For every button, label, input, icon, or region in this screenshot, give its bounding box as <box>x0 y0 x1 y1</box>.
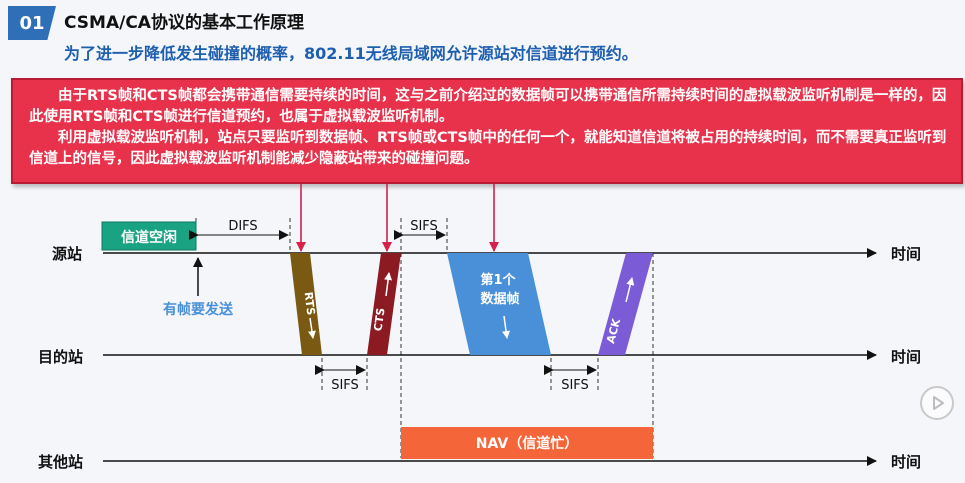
data-direction-arrow <box>502 315 511 339</box>
note-paragraph-1: 由于RTS帧和CTS帧都会携带通信需要持续的时间，这与之前介绍过的数据帧可以携带… <box>29 88 947 125</box>
page-subtitle: 为了进一步降低发生碰撞的概率，802.11无线局域网允许源站对信道进行预约。 <box>64 44 638 63</box>
dest-station-label: 目的站 <box>38 348 83 366</box>
cts-frame-label: CTS <box>371 307 387 332</box>
data-frame-label-line2: 数据帧 <box>480 291 519 307</box>
ack-direction-arrow <box>625 277 635 303</box>
other-time-label: 时间 <box>891 453 921 471</box>
page-title: CSMA/CA协议的基本工作原理 <box>64 13 304 33</box>
frame-to-send-label: 有帧要发送 <box>163 301 234 318</box>
sifs-2-label: SIFS <box>410 219 438 234</box>
rts-frame-label: RTS <box>302 291 318 316</box>
section-number-badge: 01 <box>8 6 56 40</box>
sifs-3-label: SIFS <box>561 378 589 393</box>
source-station-label: 源站 <box>52 245 82 263</box>
data-frame <box>447 253 551 355</box>
dashed-guides <box>195 218 654 458</box>
dest-time-label: 时间 <box>891 348 921 366</box>
note-paragraph-2: 利用虚拟载波监听机制，站点只要监听到数据帧、RTS帧或CTS帧中的任何一个，就能… <box>29 130 947 167</box>
nav-label: NAV（信道忙） <box>476 435 578 452</box>
other-station-label: 其他站 <box>38 453 83 471</box>
channel-idle-label: 信道空闲 <box>121 229 177 246</box>
nav-busy-bar <box>401 427 653 459</box>
ack-frame-label: ACK <box>604 317 623 345</box>
ack-frame <box>598 253 653 355</box>
cts-frame <box>367 253 401 355</box>
sifs-1-label: SIFS <box>331 378 359 393</box>
video-play-button[interactable] <box>920 386 954 420</box>
explanation-note: 由于RTS帧和CTS帧都会携带通信需要持续的时间，这与之前介绍过的数据帧可以携带… <box>11 78 963 184</box>
source-time-label: 时间 <box>891 245 921 263</box>
rts-direction-arrow <box>308 317 316 339</box>
play-icon <box>933 396 944 410</box>
data-frame-label-line1: 第1个 <box>480 272 516 288</box>
cts-direction-arrow <box>384 272 393 297</box>
difs-label: DIFS <box>228 219 257 234</box>
rts-frame <box>290 253 322 355</box>
